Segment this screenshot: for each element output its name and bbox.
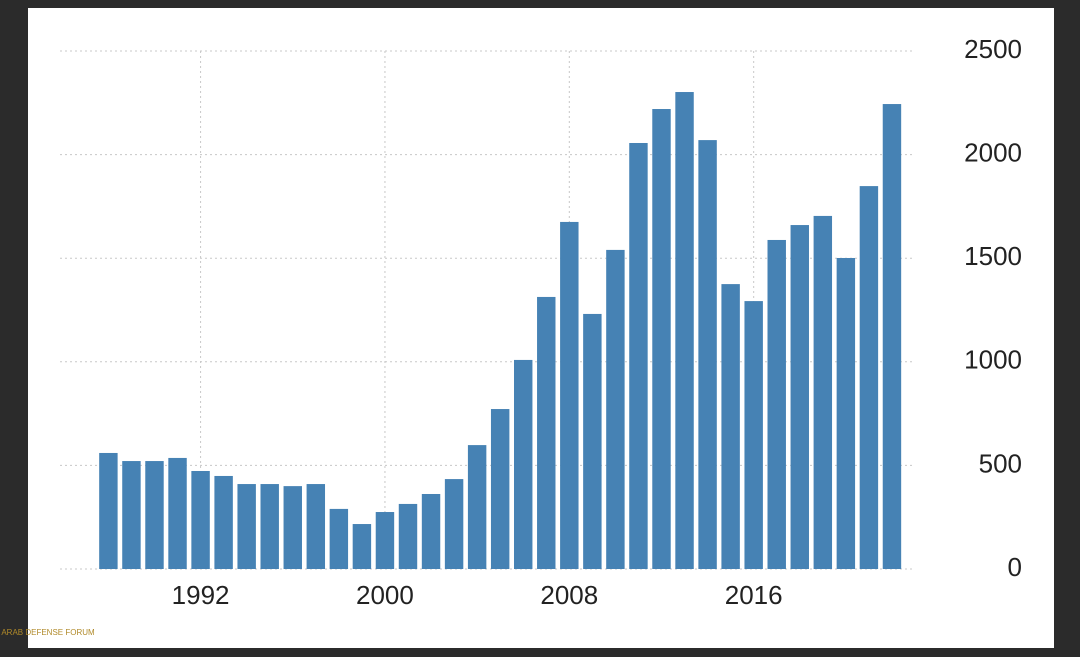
bar bbox=[145, 461, 164, 569]
y-tick-label: 2000 bbox=[964, 137, 1022, 167]
y-tick-label: 1000 bbox=[964, 345, 1022, 375]
bar bbox=[606, 249, 625, 570]
bar bbox=[721, 284, 740, 569]
bar bbox=[859, 186, 879, 569]
bar bbox=[514, 359, 533, 569]
watermark: ARAB DEFENSE FORUM bbox=[1, 628, 95, 637]
bar bbox=[306, 484, 326, 569]
bar bbox=[398, 503, 418, 569]
bar bbox=[421, 493, 441, 569]
bar bbox=[490, 409, 510, 569]
bar bbox=[352, 524, 372, 569]
bar bbox=[629, 142, 648, 569]
bar bbox=[467, 445, 487, 569]
bar bbox=[191, 470, 210, 569]
bar bbox=[744, 301, 763, 569]
x-tick-label: 2008 bbox=[540, 580, 598, 610]
bar bbox=[537, 296, 556, 569]
bar bbox=[283, 486, 302, 569]
bar bbox=[698, 140, 717, 569]
x-tick-label: 2000 bbox=[356, 580, 414, 610]
y-tick-label: 0 bbox=[1008, 552, 1022, 582]
y-tick-label: 1500 bbox=[964, 241, 1022, 271]
bar bbox=[237, 484, 256, 569]
bar bbox=[882, 104, 902, 569]
bar bbox=[444, 479, 464, 569]
bar bbox=[122, 461, 141, 569]
bar bbox=[583, 313, 602, 569]
bar bbox=[329, 508, 349, 569]
bar bbox=[813, 215, 833, 569]
bar bbox=[675, 92, 694, 569]
bar bbox=[260, 484, 279, 569]
bar bbox=[560, 221, 579, 569]
y-tick-label: 2500 bbox=[964, 34, 1022, 64]
bar bbox=[375, 512, 395, 569]
bar bbox=[214, 475, 233, 569]
x-tick-label: 2016 bbox=[725, 580, 783, 610]
x-tick-label: 1992 bbox=[172, 580, 230, 610]
bar bbox=[652, 109, 671, 570]
bar bbox=[790, 225, 809, 569]
bar bbox=[99, 452, 118, 569]
bar bbox=[767, 239, 786, 569]
bar bbox=[836, 257, 856, 569]
bar bbox=[168, 457, 187, 569]
y-tick-label: 500 bbox=[979, 448, 1022, 478]
